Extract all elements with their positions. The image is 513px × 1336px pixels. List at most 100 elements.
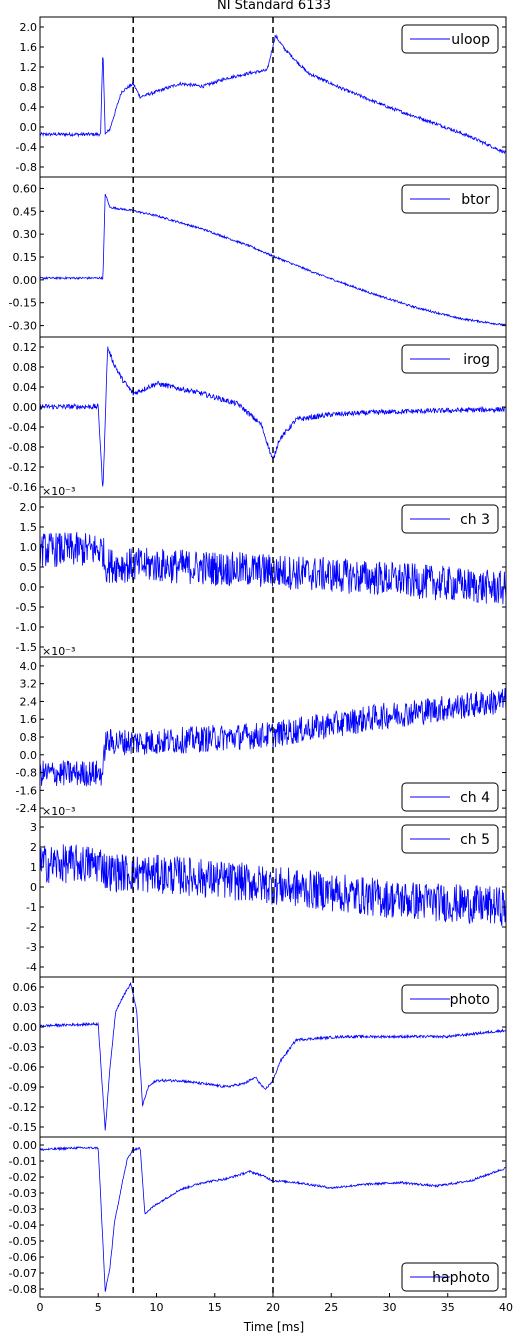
panel-uloop: 2.0 1.6 1.2 0.8 0.4 0.0 -0.4 -0.8 uloop	[16, 16, 507, 178]
y-tick-label: -0.03	[9, 1041, 37, 1054]
x-tick-label: 0	[37, 1301, 44, 1314]
x-tick-label: 10	[150, 1301, 164, 1314]
y-tick-label: -1.0	[16, 621, 37, 634]
chart-title: NI Standard 6133	[217, 0, 331, 13]
y-tick-label: 4.0	[20, 660, 38, 673]
y-tick-label: 0.5	[20, 561, 38, 574]
legend-label: ch 5	[460, 832, 490, 848]
y-tick-label: -1	[26, 901, 37, 914]
y-tick-label: -0.03	[9, 1203, 37, 1216]
series-line-btor	[40, 193, 506, 326]
panel-btor: 0.60 0.45 0.30 0.15 0.00 -0.15 -0.30 btor	[9, 176, 507, 338]
legend-label: irog	[463, 352, 490, 368]
y-tick-label: -1.5	[16, 641, 37, 654]
y-tick-label: 0.08	[13, 361, 38, 374]
y-tick-label: -0.08	[9, 1283, 37, 1296]
y-tick-label: -0.16	[9, 481, 37, 494]
y-tick-label: 0.60	[13, 182, 38, 195]
y-tick-label: 1.5	[20, 521, 38, 534]
y-tick-label: -0.05	[9, 1235, 37, 1248]
y-tick-label: 1.6	[20, 713, 38, 726]
legend-label: uloop	[451, 32, 490, 48]
legend-label: btor	[461, 192, 490, 208]
y-tick-label: -0.02	[9, 1171, 37, 1184]
x-tick-label: 5	[95, 1301, 102, 1314]
y-tick-label: -0.8	[16, 161, 37, 174]
y-tick-label: 2.0	[20, 21, 38, 34]
y-tick-label: -0.15	[9, 1121, 37, 1134]
legend: photo	[401, 984, 499, 1014]
y-tick-label: -2.4	[16, 802, 37, 815]
y-tick-label: -0.5	[16, 601, 37, 614]
y-tick-label: -0.06	[9, 1251, 37, 1264]
x-tick-label: 25	[324, 1301, 338, 1314]
panels: 2.0 1.6 1.2 0.8 0.4 0.0 -0.4 -0.8 uloop 0.60 0.45 0…	[9, 16, 507, 1298]
series-line-uloop	[40, 34, 506, 155]
y-exponent-label: ×10⁻³	[42, 485, 75, 498]
y-tick-label: 0.0	[20, 749, 38, 762]
y-tick-label: 3.2	[20, 678, 38, 691]
y-tick-label: -0.09	[9, 1081, 37, 1094]
legend: uloop	[401, 24, 499, 54]
y-tick-label: -0.04	[9, 421, 37, 434]
y-exponent-label: ×10⁻³	[42, 805, 75, 818]
y-tick-label: 2.0	[20, 501, 38, 514]
panel-ch-4: 4.0 3.2 2.4 1.6 0.8 0.0 -0.8 -1.6 -2.4 ×10⁻³ ch 4	[16, 645, 507, 818]
y-tick-label: -0.4	[16, 141, 37, 154]
legend-label: ch 3	[460, 512, 490, 528]
x-tick-label: 20	[266, 1301, 280, 1314]
y-tick-label: -0.8	[16, 767, 37, 780]
y-tick-label: 1.6	[20, 41, 38, 54]
x-axis: 0 5 10 15 20 25 30 35 40	[37, 1293, 513, 1314]
legend: ch 3	[401, 504, 499, 534]
x-tick-label: 35	[441, 1301, 455, 1314]
legend-label: photo	[450, 992, 490, 1008]
y-tick-label: -0.12	[9, 461, 37, 474]
legend: btor	[401, 184, 499, 214]
panel-irog: 0.12 0.08 0.04 0.00 -0.04 -0.08 -0.12 -0.16 irog	[9, 336, 507, 498]
x-axis-label: Time [ms]	[243, 1320, 305, 1334]
y-tick-label: 1.2	[20, 61, 38, 74]
y-tick-label: 0.0	[20, 581, 38, 594]
y-tick-label: 0	[30, 881, 37, 894]
panel-haphoto: 0.00 -0.01 -0.02 -0.03 -0.03 -0.04 -0.05 -0.06 -…	[9, 1136, 507, 1298]
y-tick-label: 3	[30, 821, 37, 834]
panel-ch-5: 3 2 1 0 -1 -2 -3 -4 ×10⁻³ ch 5	[26, 805, 507, 978]
y-tick-label: -0.03	[9, 1187, 37, 1200]
y-tick-label: 0.0	[20, 121, 38, 134]
y-tick-label: -0.08	[9, 441, 37, 454]
y-tick-label: -0.06	[9, 1061, 37, 1074]
panel-photo: 0.06 0.03 0.00 -0.03 -0.06 -0.09 -0.12 -0.15 pho…	[9, 976, 507, 1138]
y-tick-label: 1	[30, 861, 37, 874]
y-tick-label: 0.8	[20, 81, 38, 94]
y-tick-label: 2.4	[20, 695, 38, 708]
legend-label: ch 4	[460, 790, 490, 806]
x-tick-label: 40	[499, 1301, 513, 1314]
legend: ch 5	[401, 824, 499, 854]
y-tick-label: 0.15	[13, 251, 38, 264]
y-tick-label: 0.00	[13, 274, 38, 287]
y-tick-label: -2	[26, 921, 37, 934]
y-tick-label: 0.03	[13, 1001, 38, 1014]
y-tick-label: -0.04	[9, 1219, 37, 1232]
x-tick-label: 15	[208, 1301, 222, 1314]
y-tick-label: 0.45	[13, 205, 38, 218]
y-tick-label: 0.00	[13, 1021, 38, 1034]
y-tick-label: -0.01	[9, 1155, 37, 1168]
y-tick-label: -3	[26, 941, 37, 954]
y-tick-label: 0.4	[20, 101, 38, 114]
series-line-ch-5	[40, 844, 506, 927]
y-tick-label: -4	[26, 961, 37, 974]
y-tick-label: 0.8	[20, 731, 38, 744]
x-tick-label: 30	[383, 1301, 397, 1314]
y-tick-label: 0.00	[13, 401, 38, 414]
y-tick-label: -0.30	[9, 320, 37, 333]
y-tick-label: 0.06	[13, 981, 38, 994]
legend-label: haphoto	[432, 1270, 490, 1286]
y-tick-label: 1.0	[20, 541, 38, 554]
y-tick-label: 0.00	[13, 1139, 38, 1152]
y-tick-label: -0.07	[9, 1267, 37, 1280]
panel-ch-3: 2.0 1.5 1.0 0.5 0.0 -0.5 -1.0 -1.5 ×10⁻³ ch 3	[16, 485, 507, 658]
y-tick-label: 2	[30, 841, 37, 854]
